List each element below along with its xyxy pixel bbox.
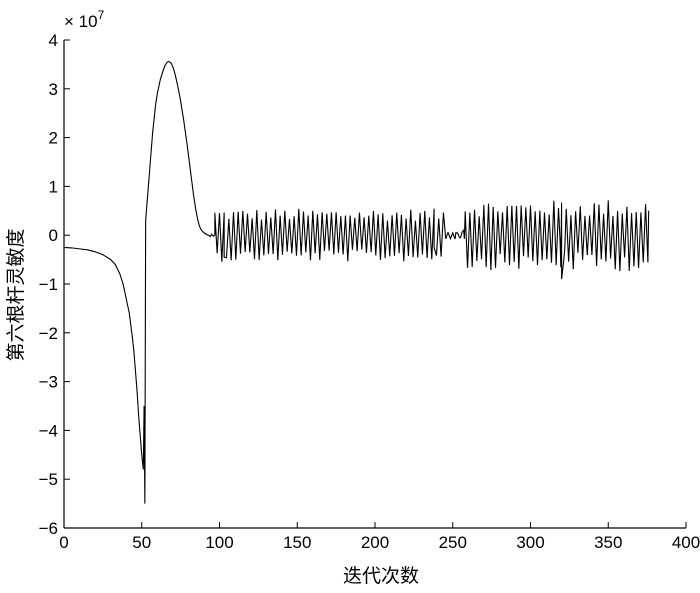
x-tick-label: 50 [132,533,151,552]
y-multiplier-label: × 107 [64,8,105,31]
y-tick-label: −3 [39,373,58,392]
x-tick-label: 400 [672,533,700,552]
x-tick-label: 300 [516,533,544,552]
x-axis-title: 迭代次数 [343,565,419,587]
y-multiplier-base: × 10 [64,12,98,31]
x-tick-label: 150 [283,533,311,552]
y-tick-label: −5 [39,470,58,489]
x-tick-label: 0 [59,533,68,552]
plot-area [63,60,650,504]
y-tick-label: −4 [39,421,58,440]
y-tick-label: −2 [39,324,58,343]
y-tick-label: 4 [49,31,58,50]
y-tick-label: 1 [49,177,58,196]
x-tick-label: 100 [205,533,233,552]
y-tick-label: −6 [39,519,58,538]
tick-labels: 0 50 100 150 200 250 300 350 400 −6 −5 −4 −3 −2 −1 0 1 2 3… [39,31,700,552]
x-tick-label: 200 [361,533,389,552]
y-multiplier-exponent: 7 [98,8,105,22]
x-tick-label: 250 [439,533,467,552]
y-tick-label: 3 [49,80,58,99]
y-axis-title: 第六根杆灵敏度 [5,228,27,361]
x-tick-label: 350 [594,533,622,552]
y-tick-label: −1 [39,275,58,294]
series-line [63,60,650,504]
axes [63,39,687,529]
y-tick-label: 2 [49,129,58,148]
y-tick-label: 0 [49,226,58,245]
